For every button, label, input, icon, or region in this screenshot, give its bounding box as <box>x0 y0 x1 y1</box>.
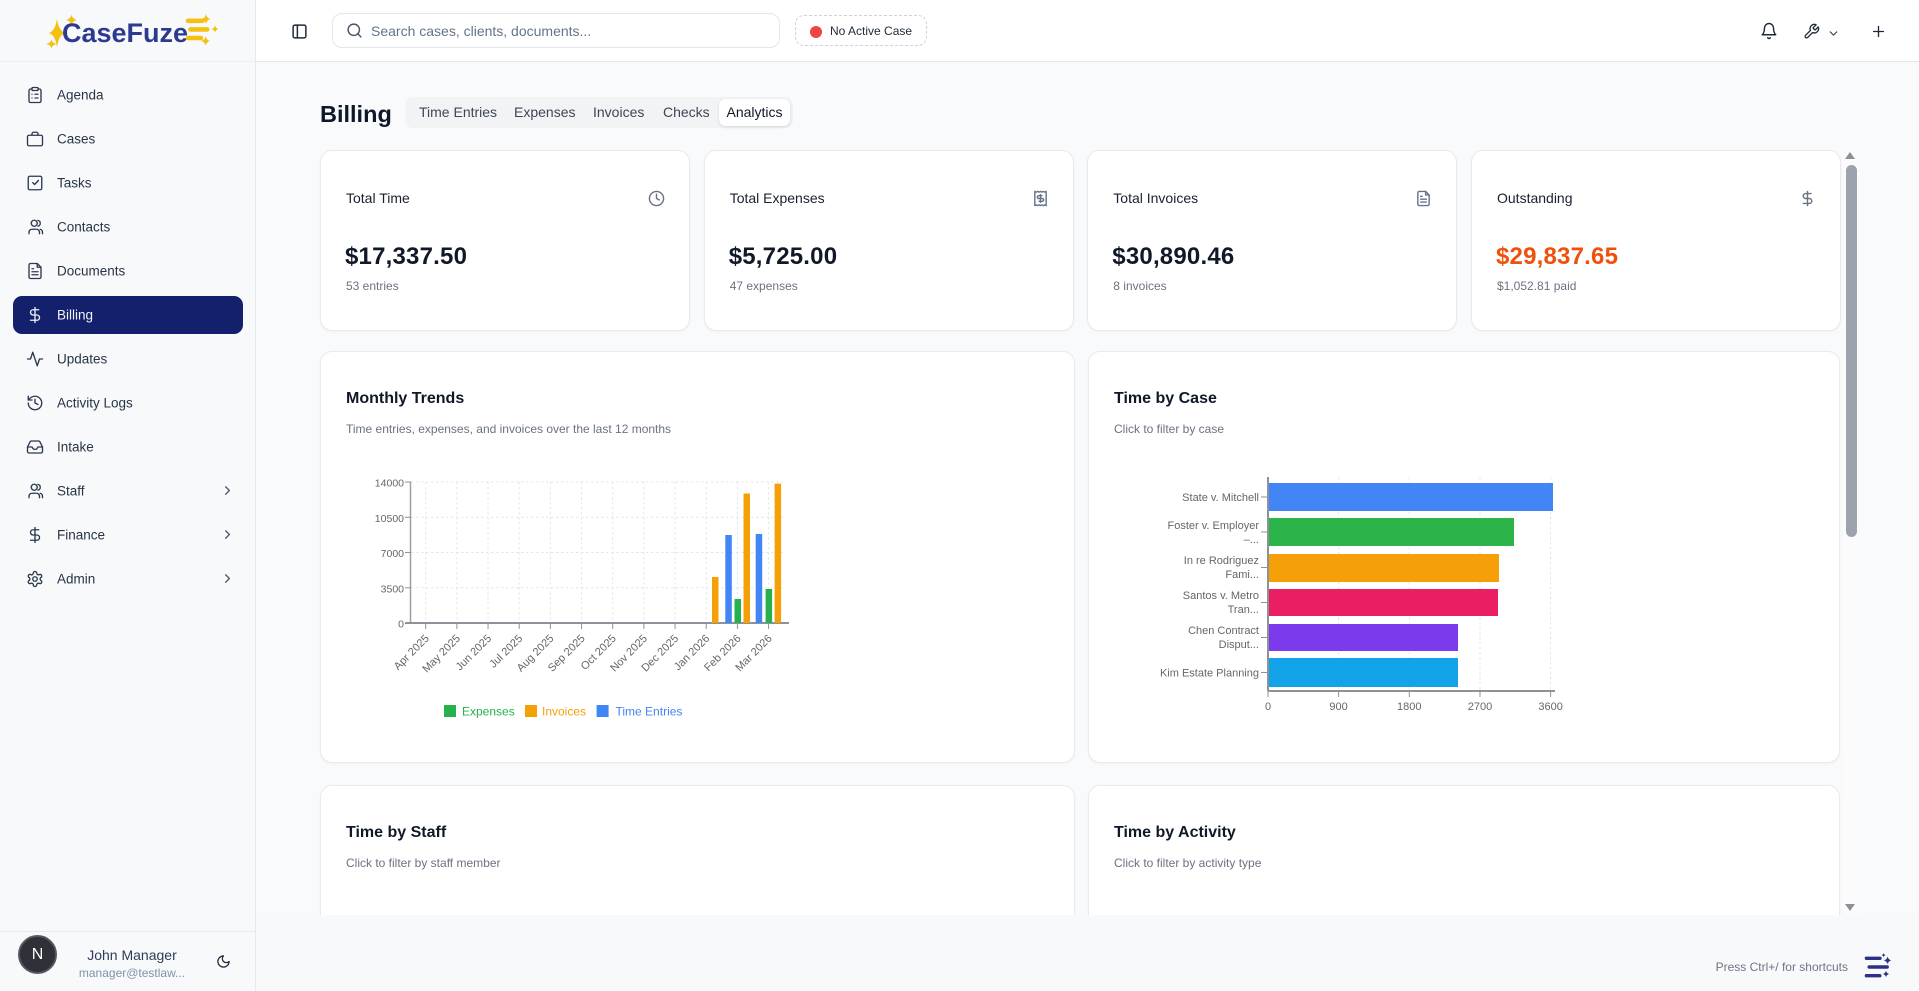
svg-text:0: 0 <box>398 619 404 631</box>
svg-text:Expenses: Expenses <box>462 705 515 719</box>
svg-text:Tran...: Tran... <box>1228 604 1259 616</box>
svg-text:State v. Mitchell: State v. Mitchell <box>1182 492 1259 504</box>
svg-text:3600: 3600 <box>1538 701 1562 713</box>
svg-text:Invoices: Invoices <box>542 705 586 719</box>
svg-text:Santos v. Metro: Santos v. Metro <box>1183 590 1259 602</box>
svg-text:In re Rodriguez: In re Rodriguez <box>1184 555 1259 567</box>
svg-text:Time Entries: Time Entries <box>616 705 683 719</box>
svg-text:1800: 1800 <box>1397 701 1421 713</box>
svg-text:3500: 3500 <box>381 583 405 595</box>
svg-text:900: 900 <box>1329 701 1347 713</box>
svg-text:Chen Contract: Chen Contract <box>1188 625 1259 637</box>
svg-text:7000: 7000 <box>381 548 405 560</box>
svg-text:Disput...: Disput... <box>1219 639 1259 651</box>
svg-text:0: 0 <box>1265 701 1271 713</box>
svg-text:14000: 14000 <box>375 478 404 490</box>
svg-text:–...: –... <box>1244 534 1259 546</box>
svg-text:Fami...: Fami... <box>1225 569 1259 581</box>
svg-text:2700: 2700 <box>1468 701 1492 713</box>
svg-text:Foster v. Employer: Foster v. Employer <box>1168 520 1260 532</box>
svg-text:CaseFuze: CaseFuze <box>62 18 188 48</box>
svg-text:10500: 10500 <box>375 513 404 525</box>
svg-text:Kim Estate Planning: Kim Estate Planning <box>1160 668 1259 680</box>
